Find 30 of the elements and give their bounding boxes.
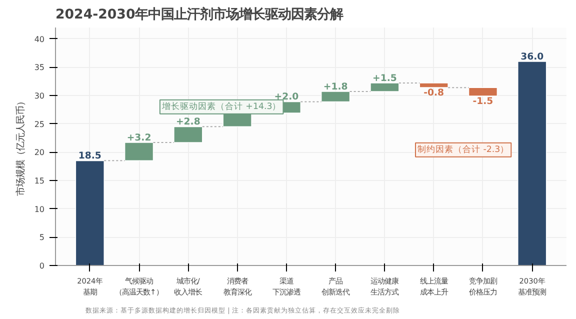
y-tick-label: 20 — [34, 148, 45, 158]
bar — [174, 126, 203, 143]
data-label: +2.0 — [274, 92, 300, 103]
bar — [124, 142, 154, 162]
annotation: 增长驱动因素（合计 +14.3） — [160, 100, 282, 112]
y-tick-label: 0 — [39, 262, 45, 270]
data-label: +1.8 — [323, 82, 348, 93]
y-tick-label: 35 — [34, 63, 45, 72]
y-tick-label: 30 — [34, 92, 45, 100]
bar — [517, 61, 547, 266]
bar — [370, 82, 400, 92]
data-label: +1.5 — [372, 73, 397, 84]
bar — [75, 160, 105, 266]
annotation: 制约因素（合计 -2.3） — [417, 144, 510, 155]
y-axis-title: 市场规模（亿元人民币） — [15, 97, 26, 196]
bar — [320, 91, 350, 102]
y-tick-label: 15 — [34, 176, 45, 186]
data-label: +2.8 — [176, 116, 200, 128]
y-tick-label: 40 — [34, 34, 45, 44]
data-label: -0.8 — [424, 88, 444, 99]
data-label: -1.5 — [472, 96, 494, 108]
chart-title: 2024-2030年中国止汗剂市场增长驱动因素分解 — [56, 6, 344, 22]
data-label: +3.2 — [126, 132, 152, 144]
y-tick-label: 25 — [34, 120, 45, 129]
y-tick-label: 5 — [39, 233, 45, 242]
bar — [468, 87, 498, 96]
data-label: 36.0 — [520, 52, 544, 62]
data-label: 18.5 — [78, 150, 102, 162]
bar — [419, 82, 448, 88]
y-tick-label: 10 — [34, 204, 45, 214]
